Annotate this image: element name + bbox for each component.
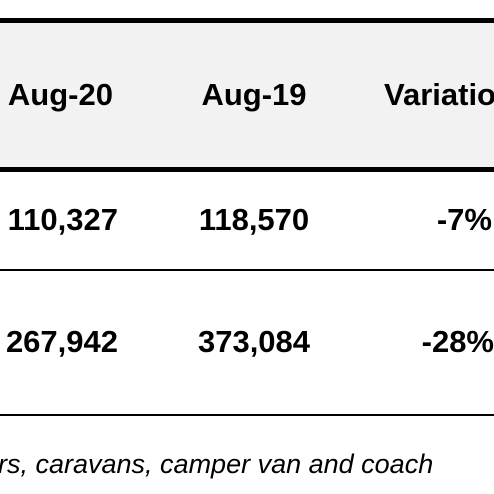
header-background	[0, 23, 494, 169]
column-header: Aug-19	[201, 77, 307, 112]
header-rule	[0, 167, 494, 172]
cell: -28%	[421, 324, 494, 359]
column-header: Aug-20	[7, 77, 113, 112]
cell: 110,327	[7, 202, 118, 237]
footnote: rs, caravans, camper van and coach	[0, 449, 434, 479]
column-header: Variation	[384, 77, 494, 112]
row-rule	[0, 414, 494, 416]
cell: -7%	[436, 202, 492, 237]
cell: 267,942	[5, 324, 118, 359]
row-rule	[0, 269, 494, 271]
cell: 118,570	[198, 202, 310, 237]
top-rule	[0, 18, 494, 23]
cell: 373,084	[197, 324, 311, 359]
